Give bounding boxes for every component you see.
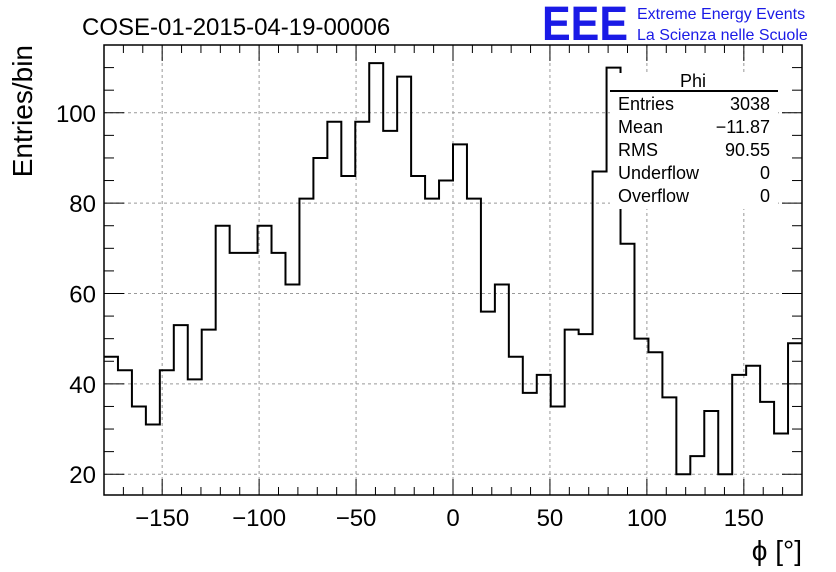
y-tick-label: 100 [56, 101, 96, 128]
y-tick-label: 60 [69, 281, 96, 308]
axis-ticks [103, 45, 803, 495]
histogram-step-line [104, 62, 802, 476]
stats-label-overflow: Overflow [618, 186, 690, 206]
x-tick-label: −50 [336, 505, 377, 532]
stats-value-overflow: 0 [760, 186, 770, 206]
stats-value-rms: 90.55 [725, 140, 770, 160]
x-tick-label: −100 [232, 505, 286, 532]
x-tick-label: 100 [627, 505, 667, 532]
y-axis-label: Entries/bin [7, 45, 38, 177]
x-axis-label: ϕ [°] [752, 535, 802, 566]
y-tick-label: 20 [69, 462, 96, 489]
stats-value-underflow: 0 [760, 163, 770, 183]
stats-value-entries: 3038 [730, 94, 770, 114]
stats-value-mean: −11.87 [716, 117, 770, 137]
eee-logo-line1: Extreme Energy Events [637, 6, 805, 23]
stats-label-entries: Entries [618, 94, 674, 114]
stats-box-background [610, 73, 778, 209]
y-tick-label: 40 [69, 372, 96, 399]
y-tick-labels: 20 40 60 80 100 [56, 101, 96, 489]
eee-logo: EEE Extreme Energy Events La Scienza nel… [542, 0, 808, 51]
stats-box-title: Phi [680, 71, 706, 91]
x-tick-label: 150 [724, 505, 764, 532]
x-tick-label: 50 [537, 505, 564, 532]
plot-frame [103, 44, 803, 496]
x-tick-label: −150 [135, 505, 189, 532]
stats-label-rms: RMS [618, 140, 658, 160]
eee-logo-letters: EEE [542, 0, 628, 51]
stats-box: Phi Entries 3038 Mean −11.87 RMS 90.55 U… [610, 71, 778, 209]
x-tick-labels: −150 −100 −50 0 50 100 150 [135, 505, 764, 532]
stats-label-mean: Mean [618, 117, 663, 137]
x-tick-label: 0 [446, 505, 459, 532]
eee-logo-line2: La Scienza nelle Scuole [637, 27, 808, 44]
y-tick-label: 80 [69, 191, 96, 218]
stats-label-underflow: Underflow [618, 163, 700, 183]
chart-title: COSE-01-2015-04-19-00006 [82, 14, 390, 41]
